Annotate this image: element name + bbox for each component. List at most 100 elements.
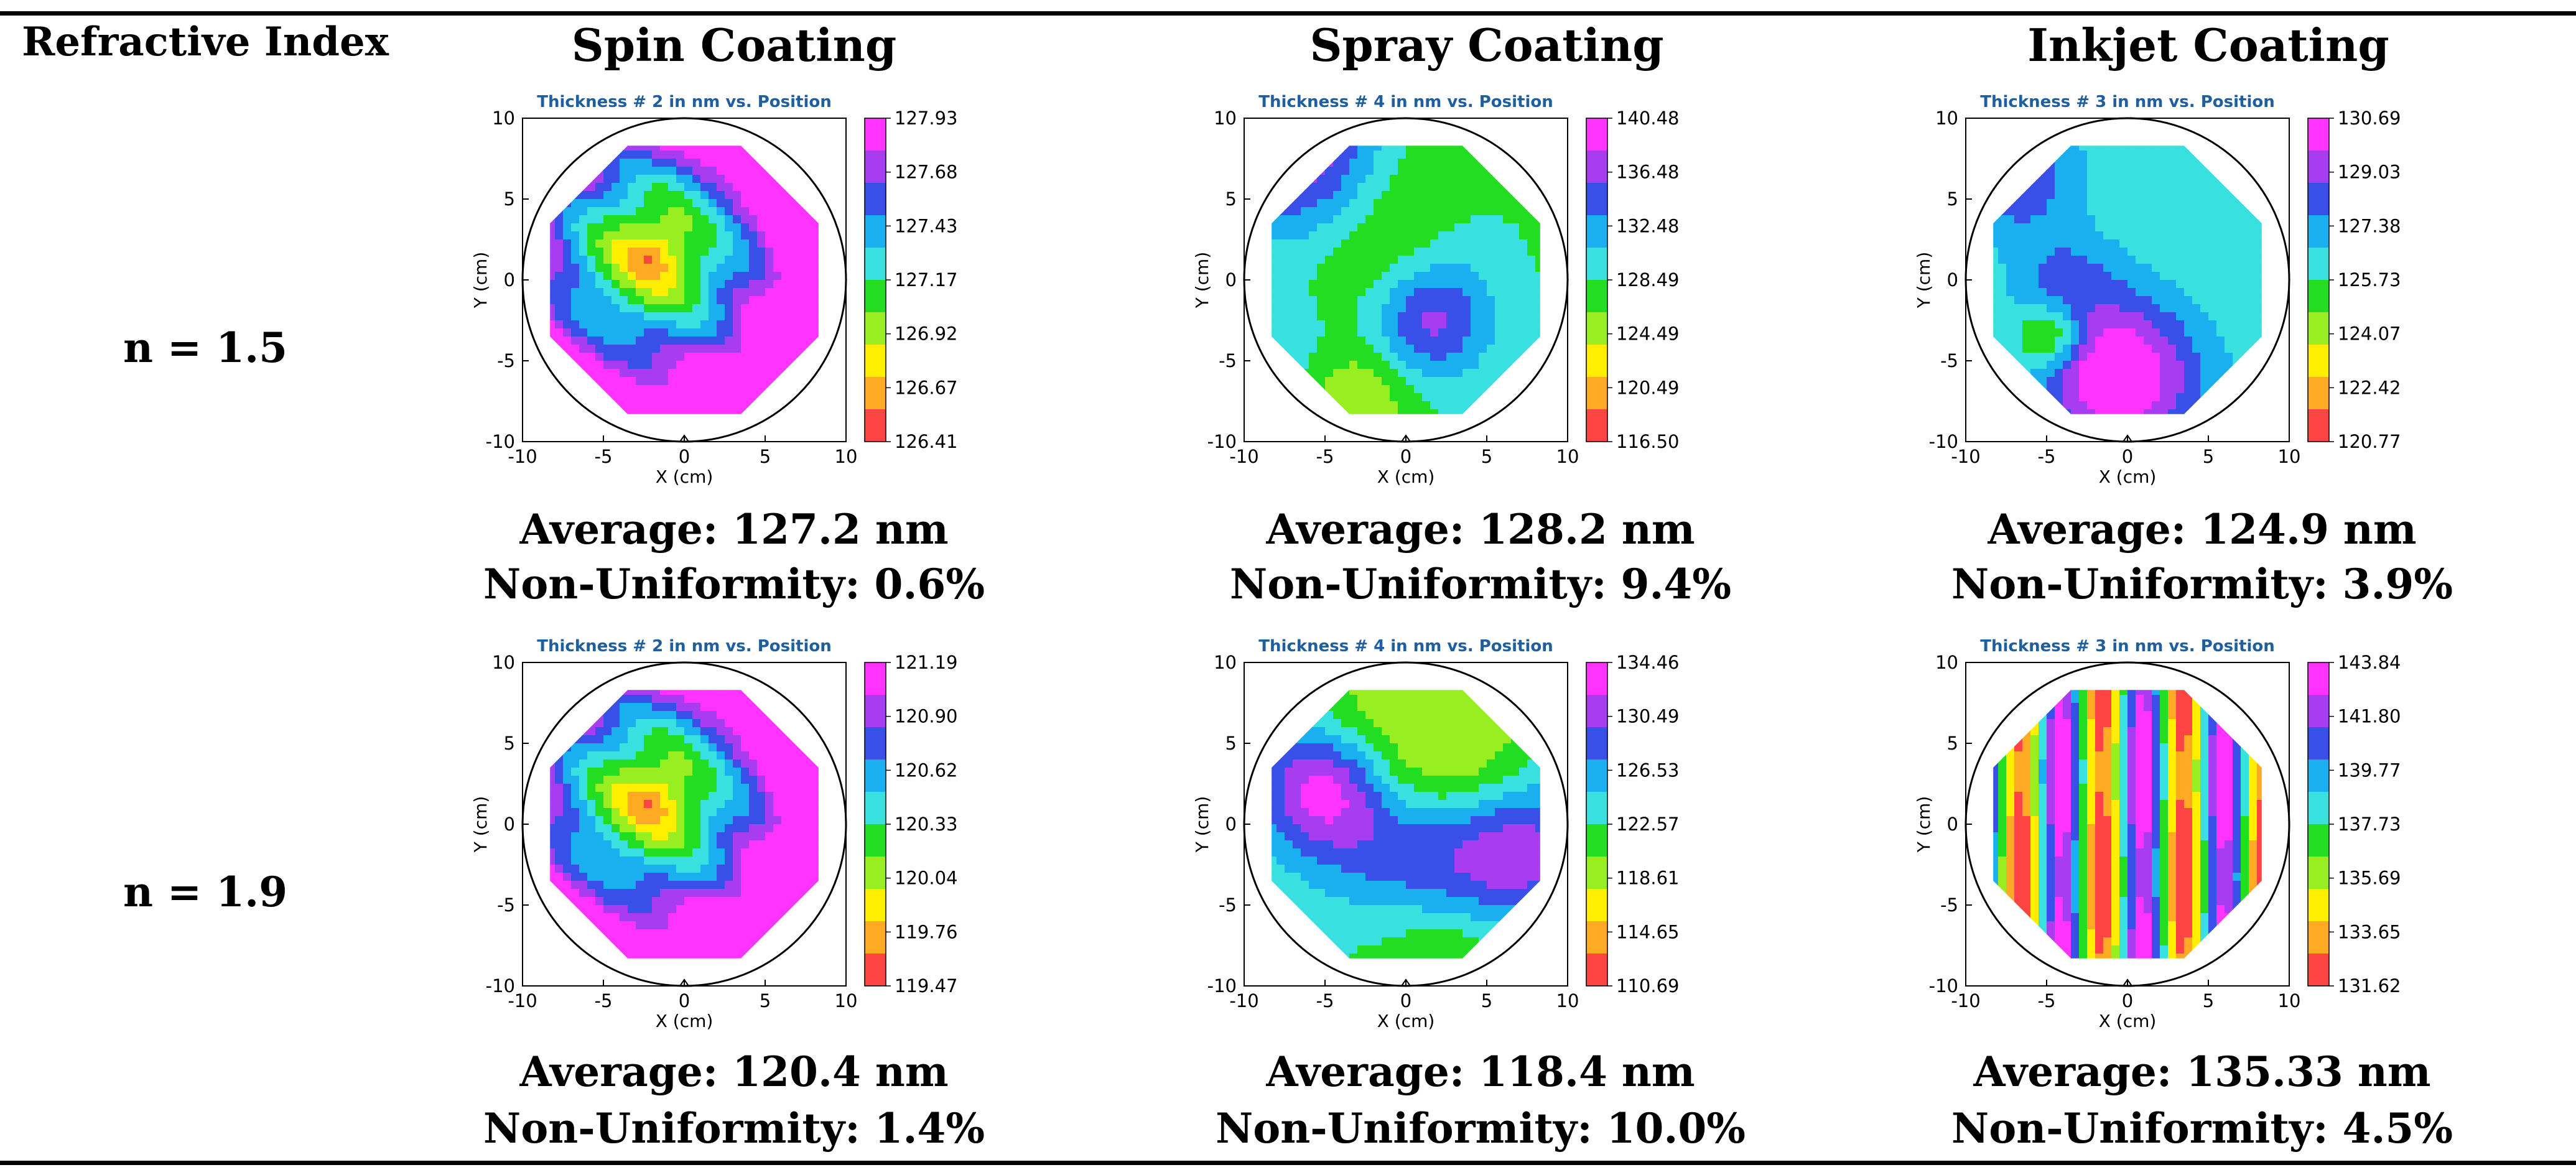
contour-cell xyxy=(644,223,653,232)
contour-cell xyxy=(725,377,733,386)
contour-cell xyxy=(620,417,628,426)
contour-cell xyxy=(773,239,782,248)
contour-cell xyxy=(781,175,790,183)
contour-cell xyxy=(2071,167,2080,175)
contour-cell xyxy=(1252,272,1261,281)
contour-cell xyxy=(2095,417,2104,426)
contour-cell xyxy=(765,248,774,256)
contour-cell xyxy=(1487,231,1495,240)
contour-cell xyxy=(2160,401,2169,410)
contour-cell xyxy=(1511,118,1520,127)
contour-cell xyxy=(1974,361,1983,369)
contour-cell xyxy=(765,288,774,297)
contour-cell xyxy=(579,280,588,289)
contour-cell xyxy=(1966,134,1974,143)
contour-cell xyxy=(595,207,604,216)
contour-cell xyxy=(2192,159,2201,167)
contour-cell xyxy=(2127,183,2136,192)
contour-cell xyxy=(579,199,588,208)
contour-cell xyxy=(1974,142,1983,151)
contour-cell xyxy=(1349,401,1358,410)
contour-cell xyxy=(1511,256,1520,264)
contour-cell xyxy=(1317,304,1326,313)
contour-cell xyxy=(555,264,564,272)
contour-cell xyxy=(555,328,564,337)
contour-cell xyxy=(1543,126,1552,135)
contour-cell xyxy=(1333,320,1342,329)
contour-cell xyxy=(587,288,596,297)
contour-cell xyxy=(1276,126,1285,135)
contour-cell xyxy=(1479,425,1487,434)
contour-cell xyxy=(1454,320,1463,329)
contour-cell xyxy=(700,361,709,369)
contour-cell xyxy=(1276,272,1285,281)
contour-cell xyxy=(765,304,774,313)
contour-cell xyxy=(1422,361,1431,369)
contour-cell xyxy=(2111,215,2120,224)
contour-cell xyxy=(652,337,661,345)
contour-cell xyxy=(2241,118,2249,127)
contour-cell xyxy=(2039,353,2047,361)
contour-cell xyxy=(652,312,661,321)
contour-cell xyxy=(2095,296,2104,305)
contour-cell xyxy=(2063,296,2071,305)
contour-cell xyxy=(806,401,814,410)
contour-cell xyxy=(2176,199,2185,208)
contour-cell xyxy=(2103,239,2112,248)
contour-cell xyxy=(636,126,644,135)
contour-cell xyxy=(1317,393,1326,402)
contour-cell xyxy=(1966,345,1974,353)
contour-cell xyxy=(2136,409,2144,414)
contour-cell xyxy=(1974,239,1983,248)
contour-cell xyxy=(1487,425,1495,434)
contour-cell xyxy=(2152,183,2160,192)
contour-cell xyxy=(1244,377,1253,386)
contour-cell xyxy=(1998,280,2007,289)
contour-cell xyxy=(1993,215,1999,224)
contour-cell xyxy=(2225,417,2233,426)
contour-cell xyxy=(539,248,547,256)
contour-cell xyxy=(644,199,653,208)
contour-cell xyxy=(692,272,701,281)
contour-cell xyxy=(1333,353,1342,361)
contour-cell xyxy=(1422,328,1431,337)
contour-cell xyxy=(2055,118,2063,127)
contour-cell xyxy=(2127,134,2136,143)
contour-cell xyxy=(555,345,564,353)
contour-cell xyxy=(1519,207,1528,216)
contour-cell xyxy=(2152,146,2160,151)
contour-cell xyxy=(2055,231,2063,240)
contour-cell xyxy=(628,417,636,426)
column-header-inkjet: Inkjet Coating xyxy=(2027,19,2389,72)
contour-cell xyxy=(1430,312,1439,321)
contour-cell xyxy=(2241,345,2249,353)
contour-cell xyxy=(2265,183,2274,192)
contour-cell xyxy=(2047,345,2055,353)
contour-cell xyxy=(2006,207,2015,216)
contour-cell xyxy=(765,175,774,183)
contour-cell xyxy=(797,151,806,159)
contour-cell xyxy=(563,417,572,426)
contour-cell xyxy=(563,312,572,321)
contour-cell xyxy=(709,167,717,175)
contour-cell xyxy=(1260,401,1269,410)
contour-cell xyxy=(2160,146,2169,151)
contour-cell xyxy=(2160,264,2169,272)
contour-cell xyxy=(1414,385,1423,394)
contour-cell xyxy=(1272,272,1277,281)
contour-cell xyxy=(700,264,709,272)
y-tick-label: 10 xyxy=(1935,108,1958,129)
contour-cell xyxy=(1309,126,1318,135)
contour-cell xyxy=(1365,288,1374,297)
contour-cell xyxy=(1252,393,1261,402)
contour-cell xyxy=(1990,434,1999,442)
contour-cell xyxy=(1268,118,1277,127)
contour-cell xyxy=(1325,248,1334,256)
contour-cell xyxy=(765,361,774,369)
contour-cell xyxy=(587,361,596,369)
contour-cell xyxy=(1487,118,1495,127)
contour-cell xyxy=(1998,417,2007,426)
contour-cell xyxy=(773,296,782,305)
contour-cell xyxy=(2168,417,2177,426)
contour-cell xyxy=(668,425,677,434)
